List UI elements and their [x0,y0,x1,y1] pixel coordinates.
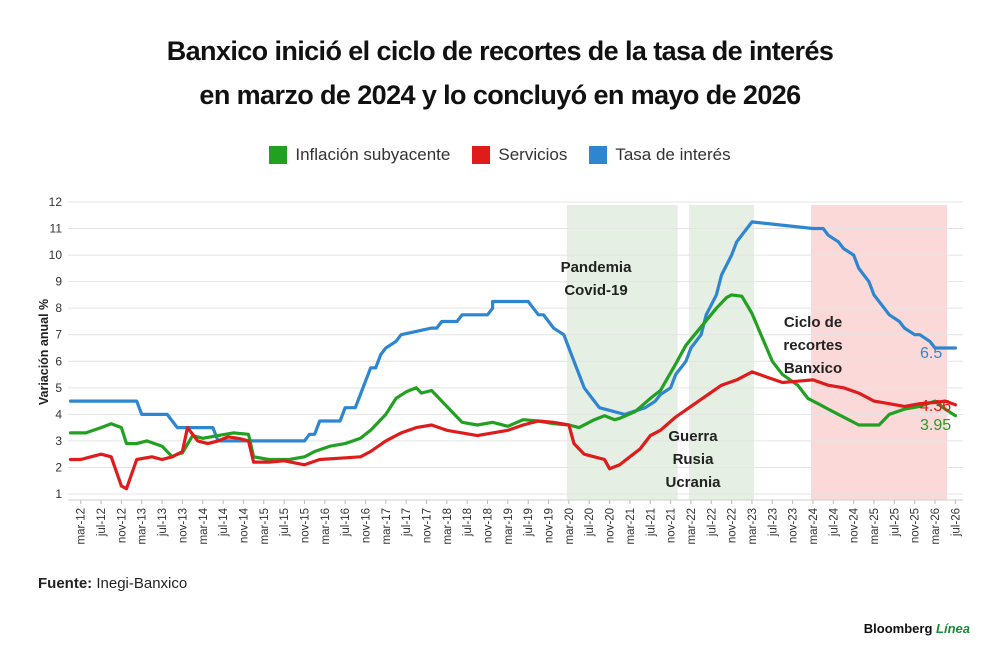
period-label: Pandemia [561,259,633,276]
x-tick-label: mar-13 [137,508,149,544]
x-tick-label: jul-20 [584,508,596,537]
x-tick-label: nov-15 [299,508,311,543]
brand-name: Bloomberg [863,621,937,636]
x-tick-label: mar-20 [564,508,576,544]
x-tick-label: jul-14 [218,507,230,537]
source-text: Inegi-Banxico [92,575,188,592]
x-tick-label: jul-24 [828,507,840,537]
x-tick-label: jul-18 [462,508,474,537]
x-tick-label: nov-14 [238,507,250,543]
x-tick-label: mar-15 [259,508,271,544]
x-tick-label: mar-22 [686,508,698,544]
x-tick-label: jul-15 [279,508,291,537]
x-tick-label: nov-24 [849,507,861,543]
y-tick-label: 8 [55,301,62,315]
x-tick-label: mar-12 [76,508,88,544]
x-tick-label: nov-22 [727,508,739,543]
legend-swatch-blue [589,146,608,164]
x-tick-label: nov-19 [544,508,556,543]
legend-swatch-red [472,146,491,164]
x-tick-label: mar-14 [198,507,210,544]
series-line-blue [68,220,957,443]
x-tick-label: mar-19 [503,508,515,544]
x-tick-label: jul-21 [645,508,657,537]
period-label: Rusia [673,451,715,468]
x-tick-label: mar-24 [808,507,820,544]
y-tick-label: 10 [49,248,63,262]
period-label: recortes [783,337,842,354]
chart-title-line-1: Banxico inició el ciclo de recortes de l… [166,36,834,66]
shaded-period-1 [566,205,678,500]
x-tick-label: nov-16 [360,508,372,543]
y-tick-label: 9 [55,275,62,289]
y-tick-label: 11 [50,222,63,236]
y-tick-label: 7 [55,328,62,342]
x-tick-label: mar-16 [320,508,332,544]
brand-accent: Línea [936,621,970,636]
x-tick-label: jul-26 [950,508,962,537]
x-tick-label: nov-25 [910,508,922,543]
y-axis-title: Variación anual % [37,299,51,405]
chart-title-line-2: en marzo de 2024 y lo concluyó en mayo d… [199,80,801,110]
y-tick-label: 5 [55,381,62,395]
period-label: Ucrania [665,474,721,491]
legend-label: Inflación subyacente [295,145,451,164]
x-tick-label: jul-16 [340,508,352,537]
x-tick-label: nov-20 [605,508,617,543]
x-tick-label: nov-17 [422,508,434,543]
x-tick-label: nov-21 [666,508,678,543]
y-tick-label: 12 [49,195,63,209]
x-tick-label: jul-17 [401,508,413,537]
x-tick-label: jul-23 [767,508,779,537]
y-tick-label: 6 [55,354,62,368]
y-tick-label: 3 [55,434,62,448]
x-tick-label: mar-23 [747,508,759,544]
x-tick-label: jul-13 [157,508,169,537]
x-tick-label: jul-25 [889,508,901,537]
legend-swatch-green [269,146,288,164]
x-tick-label: nov-23 [788,508,800,543]
legend-item-interest-rate: Tasa de interés [589,145,731,165]
period-label: Covid-19 [564,282,627,299]
y-tick-label: 2 [55,460,62,474]
legend-item-services: Servicios [472,145,567,165]
shaded-period-2 [688,205,754,500]
brand-logo: Bloomberg Línea [864,621,970,636]
legend-label: Servicios [498,145,568,164]
shaded-period-3 [810,205,948,500]
x-tick-label: mar-26 [930,508,942,544]
x-tick-label: mar-25 [869,508,881,544]
x-tick-label: nov-13 [177,508,189,543]
end-value-label-red: 4.36 [920,398,951,415]
y-tick-label: 4 [55,407,62,421]
x-tick-label: mar-17 [381,508,393,544]
period-label: Guerra [668,428,718,445]
source-label: Fuente: [38,575,93,592]
x-tick-label: mar-21 [625,508,637,544]
legend-item-core-inflation: Inflación subyacente [269,145,450,165]
source-note: Fuente: Inegi-Banxico [38,575,187,592]
period-label: Ciclo de [784,314,842,331]
end-value-label-blue: 6.5 [920,345,942,362]
legend: Inflación subyacente Servicios Tasa de i… [0,145,1000,165]
legend-label: Tasa de interés [615,145,731,164]
y-tick-label: 1 [55,487,62,501]
x-tick-label: mar-18 [442,508,454,544]
series-line-red [68,370,957,491]
period-label: Banxico [784,360,842,377]
x-tick-label: jul-19 [523,508,535,537]
x-tick-label: jul-22 [706,508,718,537]
x-tick-label: jul-12 [96,508,108,537]
x-tick-label: nov-18 [483,508,495,543]
x-tick-label: nov-12 [116,508,128,543]
end-value-label-green: 3.95 [920,417,951,434]
